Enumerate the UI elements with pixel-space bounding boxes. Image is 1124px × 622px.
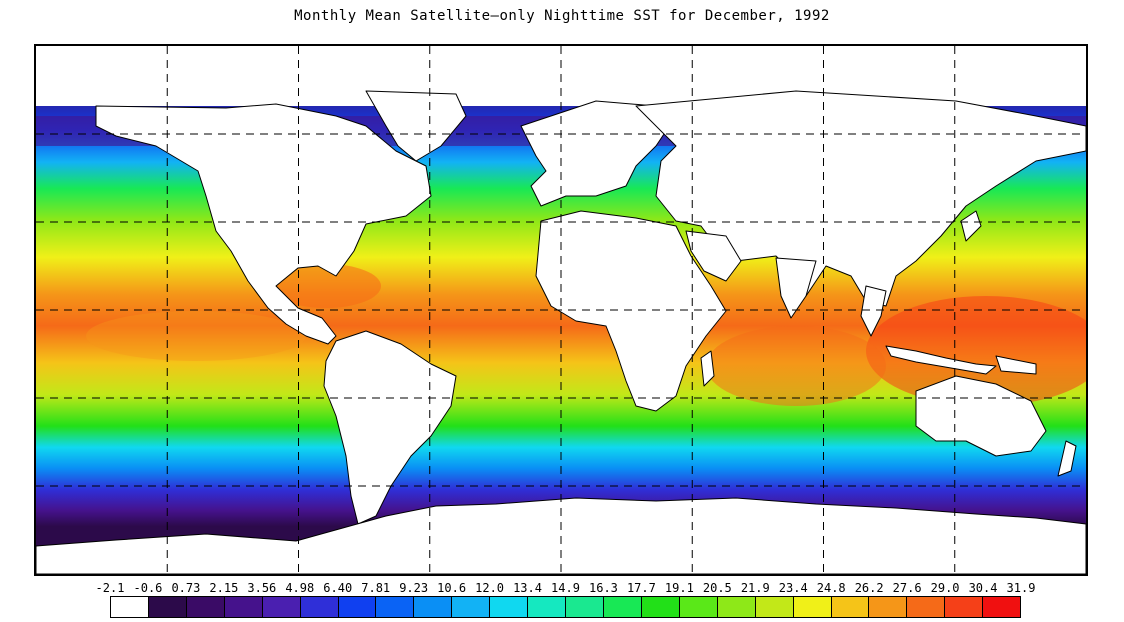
- colorbar-swatch: [945, 597, 984, 617]
- madagascar: [700, 350, 715, 387]
- colorbar-swatch: [186, 597, 225, 617]
- japan: [960, 210, 982, 242]
- colorbar-tick-label: 30.4: [968, 581, 998, 595]
- gridlines: [36, 46, 1086, 574]
- colorbar-tick-label: 16.3: [589, 581, 618, 595]
- colorbar-tick-label: 17.7: [626, 581, 656, 595]
- colorbar-tick-label: 21.9: [740, 581, 770, 595]
- colorbar-labels: -2.1 -0.6 0.73 2.15 3.56 4.98 6.40 7.81 9.23 10.6…: [88, 581, 1048, 595]
- colorbar-swatch: [452, 597, 491, 617]
- north-america: [95, 103, 432, 345]
- colorbar-swatch: [566, 597, 604, 617]
- colorbar-swatch: [111, 597, 149, 617]
- greenland: [365, 90, 467, 162]
- colorbar-tick-label: 19.1: [664, 581, 694, 595]
- colorbar: [110, 596, 1021, 618]
- colorbar-tick-label: 27.6: [892, 581, 922, 595]
- colorbar-tick-label: 10.6: [437, 581, 467, 595]
- colorbar-tick-label: 2.15: [209, 581, 239, 595]
- colorbar-swatch: [869, 597, 908, 617]
- colorbar-swatch: [679, 597, 718, 617]
- colorbar-swatch: [376, 597, 415, 617]
- sst-map-canvas: [36, 46, 1086, 574]
- colorbar-swatch: [603, 597, 642, 617]
- colorbar-tick-label: 24.8: [816, 581, 846, 595]
- colorbar-swatch: [907, 597, 946, 617]
- colorbar-swatch: [831, 597, 870, 617]
- colorbar-swatch: [717, 597, 756, 617]
- arabian-peninsula: [685, 230, 742, 282]
- colorbar-tick-label: 12.0: [475, 581, 505, 595]
- indian-ocean-warm-pool: [706, 326, 886, 406]
- colorbar-swatch: [262, 597, 301, 617]
- colorbar-swatch: [300, 597, 339, 617]
- colorbar-swatch: [983, 597, 1021, 617]
- colorbar-swatch: [641, 597, 680, 617]
- colorbar-tick-label: 3.56: [247, 581, 277, 595]
- indonesia: [885, 345, 997, 375]
- africa: [535, 210, 727, 412]
- colorbar-tick-label: 23.4: [778, 581, 808, 595]
- new-guinea: [995, 355, 1037, 375]
- colorbar-tick-label: 13.4: [513, 581, 542, 595]
- colorbar-tick-label: 0.73: [171, 581, 201, 595]
- colorbar-tick-label: -2.1: [95, 581, 125, 595]
- colorbar-swatch: [414, 597, 453, 617]
- colorbar-swatch: [338, 597, 377, 617]
- colorbar-swatch: [490, 597, 529, 617]
- colorbar-tick-label: 31.9: [1006, 581, 1036, 595]
- east-pacific-warm-band: [86, 311, 306, 361]
- colorbar-swatch: [755, 597, 794, 617]
- colorbar-tick-label: 7.81: [361, 581, 391, 595]
- colorbar-swatch: [793, 597, 832, 617]
- colorbar-tick-label: 29.0: [930, 581, 960, 595]
- new-zealand: [1057, 440, 1077, 477]
- southeast-asia: [860, 285, 887, 337]
- map-title: Monthly Mean Satellite—only Nighttime SS…: [294, 8, 830, 24]
- colorbar-swatch: [148, 597, 187, 617]
- colorbar-tick-label: 26.2: [854, 581, 884, 595]
- colorbar-tick-label: 4.98: [285, 581, 315, 595]
- colorbar-tick-label: 20.5: [702, 581, 732, 595]
- colorbar-swatch: [528, 597, 567, 617]
- colorbar-swatch: [224, 597, 263, 617]
- colorbar-tick-label: 6.40: [323, 581, 353, 595]
- sst-map: [34, 44, 1088, 576]
- west-pacific-warm-pool: [866, 296, 1086, 406]
- colorbar-tick-label: -0.6: [133, 581, 163, 595]
- australia: [915, 375, 1047, 457]
- india: [775, 257, 817, 319]
- colorbar-tick-label: 9.23: [399, 581, 429, 595]
- colorbar-tick-label: 14.9: [551, 581, 580, 595]
